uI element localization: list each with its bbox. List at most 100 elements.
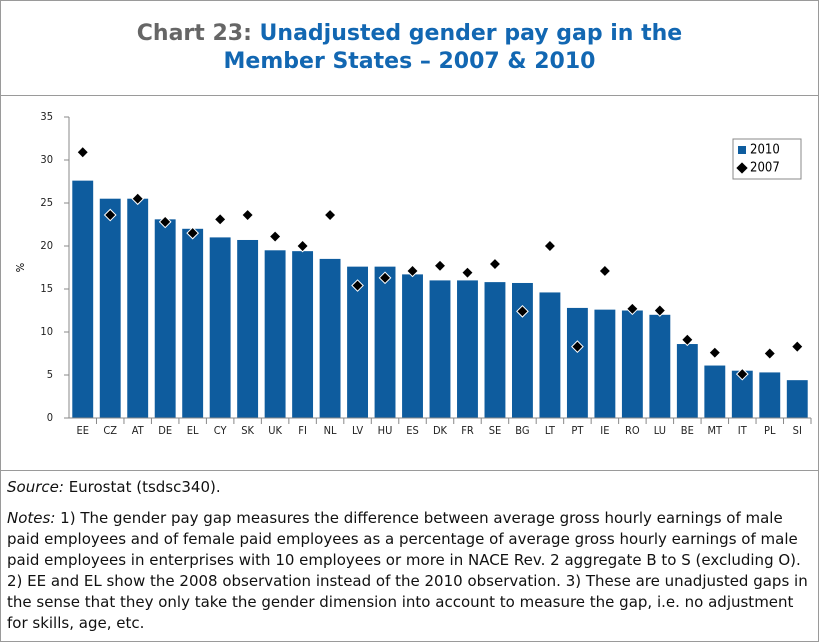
bar: [484, 282, 506, 418]
x-tick-label: ES: [406, 424, 419, 437]
x-tick-label: LV: [352, 424, 363, 437]
y-tick-label: 35: [40, 110, 53, 123]
legend-box: [732, 138, 802, 180]
source-label: Source:: [7, 478, 64, 496]
marker: [158, 215, 172, 229]
x-tick-label: SI: [793, 424, 802, 437]
bar: [731, 370, 753, 418]
marker: [76, 145, 90, 159]
y-tick-label: 15: [40, 282, 53, 295]
x-tick-label: IE: [600, 424, 609, 437]
x-tick-label: BG: [515, 424, 529, 437]
bar: [786, 380, 808, 418]
x-tick-label: SE: [489, 424, 502, 437]
marker: [571, 340, 584, 353]
x-tick-label: PL: [764, 424, 776, 437]
marker: [626, 302, 639, 316]
marker: [543, 239, 557, 253]
marker: [323, 208, 337, 222]
x-tick-label: UK: [268, 424, 282, 437]
bar: [182, 228, 204, 418]
x-tick-label: FR: [461, 424, 474, 437]
bar: [237, 239, 259, 418]
bar: [539, 292, 561, 418]
chart-title: Unadjusted gender pay gap in the Member …: [223, 21, 683, 74]
x-tick-label: LU: [654, 424, 666, 437]
bar: [621, 310, 643, 418]
bar: [594, 309, 616, 418]
legend-label: 2010: [750, 143, 780, 158]
x-tick-label: HU: [378, 424, 393, 437]
marker: [680, 333, 694, 347]
bar: [759, 372, 781, 418]
marker: [241, 208, 254, 222]
marker: [790, 340, 804, 353]
bar: [292, 251, 314, 418]
x-tick-label: PT: [571, 424, 584, 437]
marker: [131, 192, 145, 206]
y-tick-label: 5: [47, 368, 53, 381]
x-tick-label: CY: [214, 424, 228, 437]
marker: [296, 239, 309, 253]
notes-text: 1) The gender pay gap measures the diffe…: [7, 509, 808, 632]
x-tick-label: DK: [433, 424, 448, 437]
marker: [406, 264, 419, 278]
bar: [649, 314, 671, 418]
bar: [704, 365, 726, 418]
y-axis-label: %: [14, 263, 27, 272]
x-tick-label: MT: [708, 424, 724, 437]
marker: [488, 257, 502, 271]
bar: [429, 280, 451, 418]
footer: Source: Eurostat (tsdsc340). Notes: 1) T…: [1, 470, 818, 634]
y-tick-label: 25: [40, 196, 53, 209]
y-tick-label: 0: [47, 411, 53, 424]
bar: [566, 307, 588, 418]
marker: [433, 259, 447, 273]
marker: [378, 271, 392, 285]
chart: 0 5 10 15 20 25 30 35% EE CZ AT DE EL CY SK UK FI NL LV HU E…: [14, 110, 812, 437]
marker: [461, 266, 474, 280]
bar: [127, 198, 149, 418]
x-tick-label: CZ: [103, 424, 117, 437]
x-tick-label: SK: [241, 424, 254, 437]
bar: [402, 274, 423, 418]
header: Chart 23: Unadjusted gender pay gap in t…: [1, 1, 818, 96]
x-tick-label: EE: [76, 424, 89, 437]
marker: [213, 212, 227, 226]
bar: [347, 266, 368, 418]
marker: [516, 304, 529, 318]
marker: [186, 226, 200, 240]
marker: [268, 230, 282, 243]
marker: [351, 279, 364, 292]
bar: [319, 258, 341, 418]
y-tick-label: 30: [40, 153, 53, 166]
title-box: Chart 23: Unadjusted gender pay gap in t…: [130, 20, 690, 76]
bar: [209, 237, 231, 418]
bar: [99, 198, 121, 418]
x-tick-label: LT: [545, 424, 556, 437]
marker: [598, 264, 612, 278]
x-tick-label: IT: [738, 424, 748, 437]
marker: [653, 304, 667, 317]
notes-label: Notes:: [7, 509, 56, 527]
x-tick-label: FI: [298, 424, 307, 437]
legend-swatch: [738, 146, 746, 154]
marker: [735, 367, 749, 381]
x-tick-label: AT: [132, 424, 145, 437]
bar: [264, 250, 286, 418]
marker: [708, 346, 722, 360]
bar: [676, 344, 698, 418]
x-tick-label: DE: [158, 424, 172, 437]
x-tick-label: BE: [681, 424, 694, 437]
notes: Notes: 1) The gender pay gap measures th…: [7, 508, 812, 634]
bar: [457, 280, 478, 418]
bar: [72, 180, 94, 418]
bar: [512, 282, 533, 418]
x-tick-label: RO: [625, 424, 640, 437]
source-text: Eurostat (tsdsc340).: [68, 478, 221, 496]
marker: [763, 347, 777, 360]
bar: [154, 219, 176, 418]
legend-label: 2007: [750, 161, 780, 176]
y-tick-label: 20: [40, 239, 53, 252]
